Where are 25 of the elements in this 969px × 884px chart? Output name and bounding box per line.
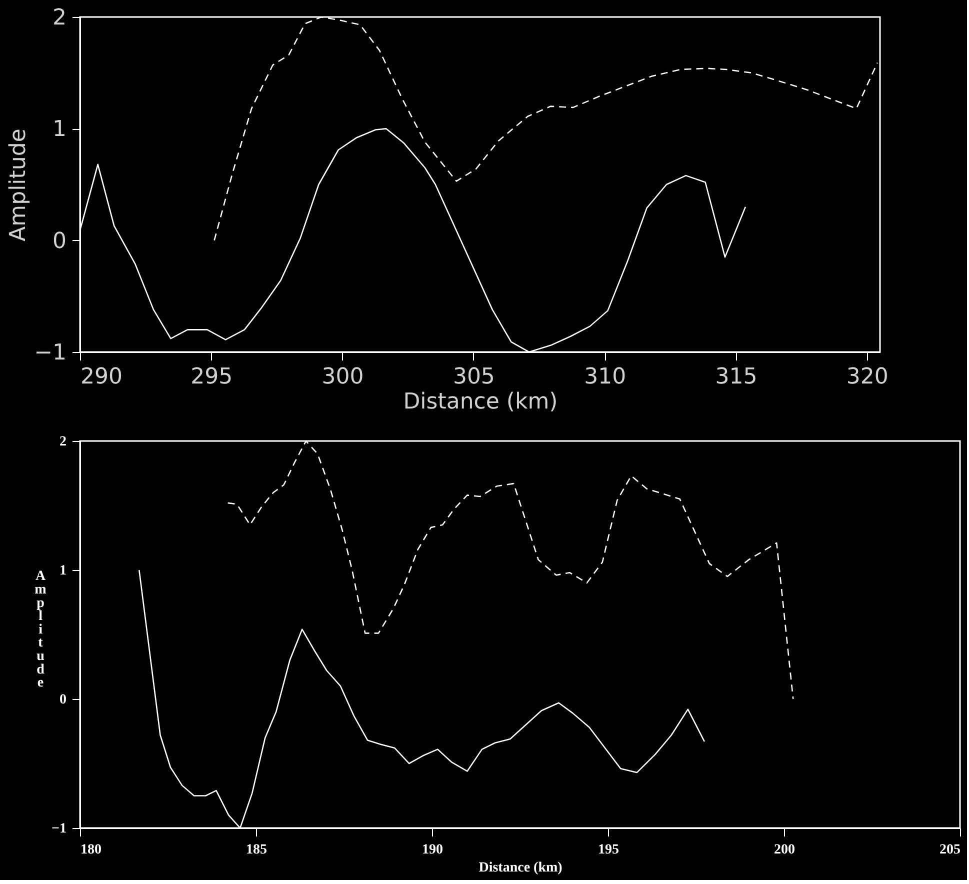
y-tick-label: 2 — [52, 6, 66, 30]
x-tick-label: 305 — [452, 364, 495, 390]
x-tick-label: 190 — [422, 842, 443, 858]
x-tick-label: 315 — [715, 364, 758, 390]
x-axis-title: Distance (km) — [478, 860, 563, 876]
y-tick-label: −1 — [34, 340, 66, 366]
x-tick-label: 320 — [846, 364, 888, 390]
x-tick-label: 205 — [940, 842, 960, 858]
y-tick-label: 0 — [52, 228, 66, 254]
y-tick-label: −1 — [52, 822, 66, 836]
x-tick-label: 290 — [80, 364, 122, 390]
text: Amplitude — [34, 569, 46, 691]
y-tick-label: 1 — [60, 564, 66, 578]
x-tick-label: 200 — [774, 842, 795, 858]
x-tick-label: 295 — [190, 364, 233, 390]
x-tick-label: 195 — [598, 842, 619, 858]
y-tick-label: 2 — [60, 434, 66, 450]
y-tick-label: 1 — [52, 117, 66, 142]
x-tick-label: 185 — [246, 842, 267, 858]
y-tick-label: 0 — [60, 692, 66, 708]
x-axis-title: Distance (km) — [403, 390, 558, 414]
x-tick-label: 300 — [322, 364, 364, 390]
x-tick-label: 310 — [584, 364, 626, 390]
x-tick-label: 180 — [80, 842, 102, 858]
y-axis-title: Amplitude — [6, 128, 32, 242]
